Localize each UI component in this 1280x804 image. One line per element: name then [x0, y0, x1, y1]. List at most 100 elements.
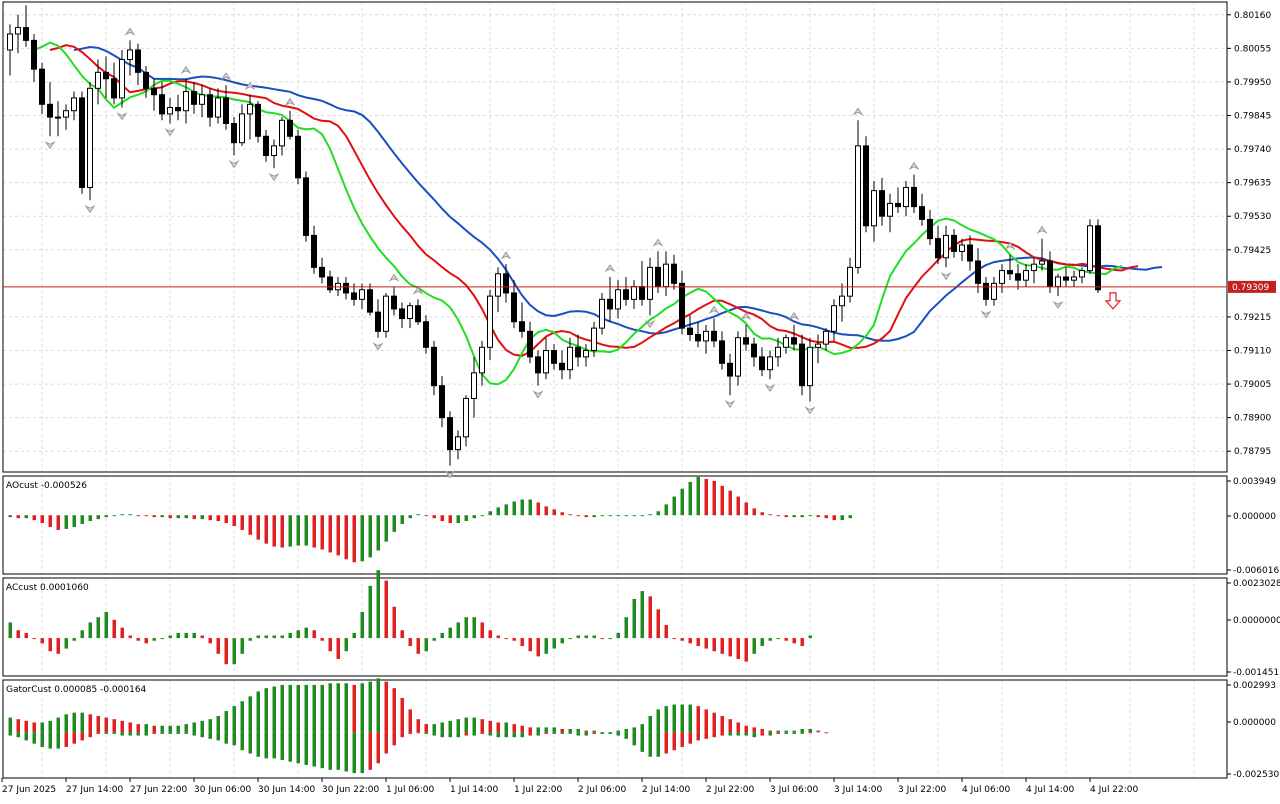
- candle-body: [479, 346, 485, 374]
- ao-bar: [800, 515, 804, 518]
- gator-lower-bar: [192, 732, 196, 736]
- price-tick-label: 0.79215: [1234, 313, 1271, 323]
- down-fractal-icon: [724, 399, 736, 409]
- gator-lower-bar: [288, 732, 292, 762]
- gator-upper-bar: [408, 709, 412, 733]
- gator-upper-bar: [568, 729, 572, 733]
- candle-body: [231, 122, 237, 144]
- ac-bar: [296, 630, 300, 639]
- gator-upper-bar: [504, 722, 508, 733]
- gator-upper-bar: [400, 697, 404, 733]
- grid-lines: [3, 2, 1227, 778]
- gator-upper-bar: [200, 720, 204, 733]
- ac-bar: [336, 638, 340, 660]
- gator-lower-bar: [656, 732, 660, 757]
- ao-bar: [48, 515, 52, 527]
- gator-lower-bar: [280, 732, 284, 761]
- gator-lower-bar: [168, 732, 172, 734]
- candle-body: [351, 292, 357, 300]
- gator-upper-bar: [544, 727, 548, 733]
- gator-lower-bar: [200, 732, 204, 738]
- candle-body: [391, 295, 397, 310]
- time-label: 4 Jul 06:00: [962, 785, 1011, 795]
- indicator-tick-label: -0.002530: [1233, 770, 1279, 780]
- candle-body: [343, 282, 349, 294]
- gator-lower-bar: [544, 732, 548, 734]
- gator-lower-bar: [448, 732, 452, 738]
- ao-bar: [376, 515, 380, 551]
- gator-upper-bar: [440, 722, 444, 733]
- ac-bar: [752, 638, 756, 654]
- ao-bar: [304, 515, 308, 546]
- ao-bar: [776, 515, 780, 517]
- gator-lower-bar: [240, 732, 244, 751]
- candle-body: [903, 186, 909, 208]
- gator-lower-bar: [760, 732, 764, 736]
- gator-lower-bar: [536, 732, 540, 736]
- down-fractal-icon: [532, 390, 544, 399]
- candle-body: [23, 27, 29, 41]
- up-fractal-icon: [244, 81, 256, 91]
- ao-bar: [656, 511, 660, 516]
- alligator-lips-line: [33, 41, 1123, 386]
- ac-bar: [784, 638, 788, 641]
- candle-body: [863, 145, 869, 227]
- gator-upper-bar: [336, 683, 340, 733]
- candle-body: [663, 263, 669, 288]
- ac-bar: [224, 638, 228, 665]
- gator-upper-bar: [40, 722, 44, 733]
- gator-lower-bar: [680, 732, 684, 747]
- candle-body: [175, 107, 181, 112]
- ao-bar: [208, 515, 212, 521]
- price-tick-label: 0.78900: [1234, 414, 1271, 424]
- gator-lower-bar: [40, 732, 44, 747]
- ac-bar: [8, 622, 12, 639]
- gator-lower-bar: [592, 732, 596, 734]
- ao-bar: [272, 515, 276, 547]
- gator-lower-bar: [152, 732, 156, 734]
- gator-upper-bar: [72, 712, 76, 733]
- ao-bar: [184, 515, 188, 519]
- candle-body: [1007, 270, 1013, 275]
- gator-upper-bar: [576, 729, 580, 733]
- down-fractal-icon: [268, 172, 280, 182]
- panel-frames: [2, 1, 1228, 779]
- candle-body: [303, 177, 309, 236]
- candle-body: [655, 266, 661, 288]
- gator-lower-bar: [16, 732, 20, 738]
- ao-bar: [136, 515, 140, 517]
- ao-bar: [464, 515, 468, 522]
- ao-bar: [192, 515, 196, 520]
- gator-upper-bar: [24, 720, 28, 733]
- candle-body: [31, 39, 37, 70]
- price-candles[interactable]: [7, 5, 1101, 466]
- candle-body: [431, 346, 437, 387]
- gator-upper-bar: [64, 714, 68, 733]
- gator-upper-bar: [384, 681, 388, 733]
- candle-body: [1047, 260, 1053, 288]
- gator-lower-bar: [568, 732, 572, 734]
- candle-body: [543, 350, 549, 374]
- gator-lower-bar: [688, 732, 692, 744]
- gator-lower-bar: [480, 732, 484, 734]
- gator-lower-bar: [736, 732, 740, 736]
- ac-bar: [192, 632, 196, 639]
- gator-upper-bar: [696, 706, 700, 733]
- time-label: 4 Jul 22:00: [1090, 785, 1139, 795]
- ac-bar: [664, 625, 668, 639]
- gator-lower-bar: [528, 732, 532, 736]
- gator-lower-bar: [136, 732, 140, 736]
- ao-bar: [432, 515, 436, 519]
- ao-bar: [616, 515, 620, 517]
- gator-upper-bar: [392, 688, 396, 733]
- ac-bar: [416, 638, 420, 654]
- ac-bar: [464, 617, 468, 639]
- candle-body: [7, 33, 13, 51]
- gator-lower-bar: [224, 732, 228, 744]
- gator-lower-bar: [64, 732, 68, 747]
- ao-bar: [728, 490, 732, 516]
- gator-lower-bar: [232, 732, 236, 746]
- gator-lower-bar: [624, 732, 628, 739]
- gator-upper-bar: [216, 715, 220, 733]
